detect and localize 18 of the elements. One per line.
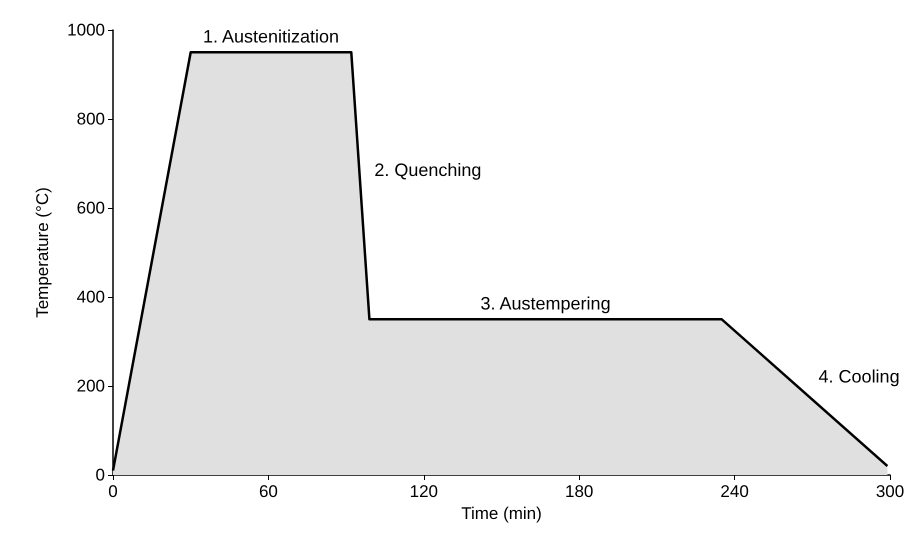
- x-tick-label: 60: [258, 482, 278, 501]
- annotation: 1. Austenitization: [202, 26, 340, 46]
- y-tick-label: 600: [76, 198, 105, 218]
- x-tick-label: 180: [565, 482, 594, 501]
- annotation: 4. Cooling: [818, 366, 900, 387]
- x-tick-label: 120: [410, 482, 438, 501]
- y-tick-label: 400: [76, 288, 105, 306]
- x-tick-label: 300: [876, 482, 904, 501]
- annotation: 2. Quenching: [374, 160, 482, 180]
- annotation: 3. Austempering: [480, 293, 611, 314]
- y-tick-label: 200: [76, 376, 105, 396]
- y-axis-title: Temperature (°C): [33, 187, 52, 318]
- x-tick-label: 240: [720, 482, 749, 501]
- y-tick-label: 1000: [67, 20, 105, 40]
- x-axis-title: Time (min): [461, 504, 542, 523]
- x-tick-label: 0: [108, 482, 118, 501]
- y-tick-label: 0: [96, 466, 105, 484]
- y-tick-label: 800: [76, 110, 105, 128]
